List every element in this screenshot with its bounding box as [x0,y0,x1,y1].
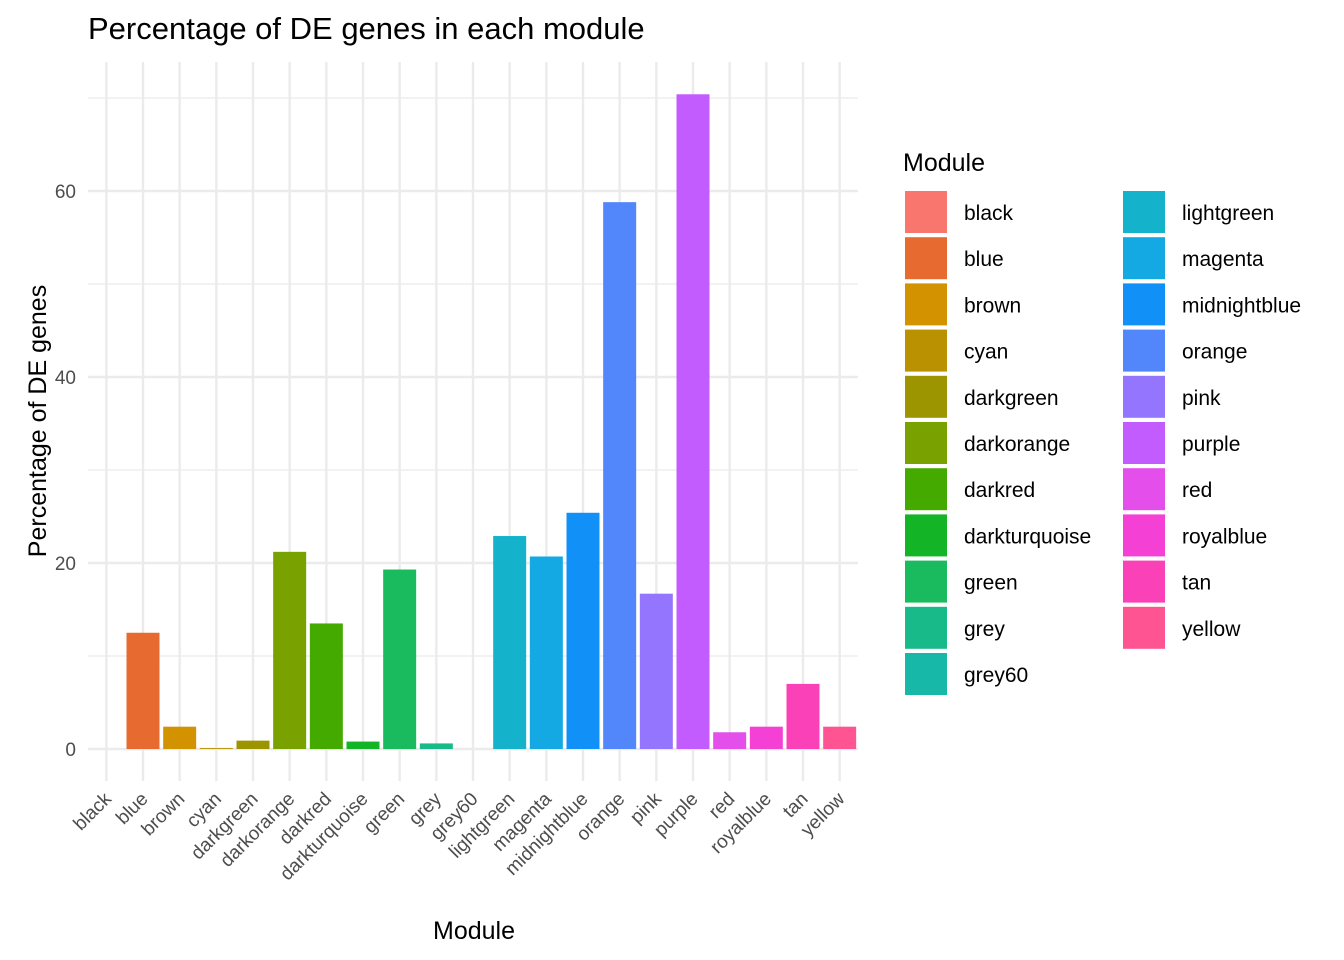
legend-label: purple [1182,433,1240,456]
bar-cyan [199,748,233,749]
legend-label: orange [1182,341,1247,364]
bar-royalblue [749,726,783,749]
legend-key-purple [1123,422,1165,464]
legend-title: Module [903,149,985,177]
bar-brown [163,726,197,749]
y-axis-ticks: 0 20 40 60 [55,182,76,761]
legend-label: grey [964,618,1005,641]
legend-label: blue [964,248,1004,271]
y-tick-label: 60 [55,182,76,203]
legend-key-tan [1123,560,1165,603]
legend-label: black [964,202,1014,225]
legend-key-darkturquoise [905,514,947,557]
x-axis-ticks: blackbluebrowncyandarkgreendarkorangedar… [70,788,850,885]
legend-key-black [905,191,947,233]
y-tick-label: 40 [55,368,76,389]
bar-magenta [529,556,563,749]
legend-key-grey60 [905,653,947,695]
legend-key-magenta [1123,237,1165,280]
bar-purple [676,94,710,749]
bar-pink [639,593,673,749]
legend-label: royalblue [1182,525,1267,548]
legend-key-lightgreen [1123,191,1165,233]
bar-darkgreen [236,740,270,749]
bar-green [383,569,417,749]
bar-grey [419,743,453,749]
bar-midnightblue [566,512,600,749]
legend-key-darkred [905,468,947,511]
legend-label: magenta [1182,248,1264,271]
legend-key-yellow [1123,606,1165,649]
chart-title: Percentage of DE genes in each module [88,11,645,46]
y-tick-label: 20 [55,554,76,575]
x-axis-title: Module [433,917,515,945]
bar-lightgreen [493,536,527,749]
grid-lines [88,62,858,781]
legend-label: darkgreen [964,387,1059,410]
legend-label: darkturquoise [964,525,1091,548]
legend-key-royalblue [1123,514,1165,557]
legend-label: darkorange [964,433,1070,456]
bar-darkred [309,623,343,749]
y-axis-title: Percentage of DE genes [24,285,52,557]
legend-label: midnightblue [1182,294,1301,317]
legend-key-brown [905,283,947,326]
y-tick-label: 0 [65,740,76,761]
legend-label: green [964,572,1018,595]
x-tick-label: brown [138,789,189,840]
legend-key-green [905,560,947,603]
legend-key-darkorange [905,422,947,464]
bar-blue [126,632,160,749]
legend-key-pink [1123,375,1165,418]
legend-key-darkgreen [905,375,947,418]
bar-darkturquoise [346,741,380,749]
legend-label: lightgreen [1182,202,1274,225]
legend-label: tan [1182,572,1211,595]
legend-key-blue [905,237,947,280]
bar-yellow [823,726,857,749]
legend-label: darkred [964,479,1035,502]
bar-tan [786,683,820,749]
legend-label: grey60 [964,664,1028,687]
legend-label: pink [1182,387,1221,410]
legend-label: red [1182,479,1212,502]
legend-key-cyan [905,329,947,372]
bars [126,94,857,749]
legend-key-red [1123,468,1165,511]
legend-label: brown [964,294,1021,317]
bar-red [713,732,747,749]
legend-key-orange [1123,329,1165,372]
legend-label: cyan [964,341,1008,364]
legend-label: yellow [1182,618,1241,641]
legend: black blue brown cyan darkgreen darkorange dar… [905,191,1301,695]
bar-darkorange [273,551,307,749]
x-tick-label: green [360,789,409,838]
x-tick-label: black [70,788,117,835]
legend-key-midnightblue [1123,283,1165,326]
bar-orange [603,202,637,749]
legend-key-grey [905,606,947,649]
